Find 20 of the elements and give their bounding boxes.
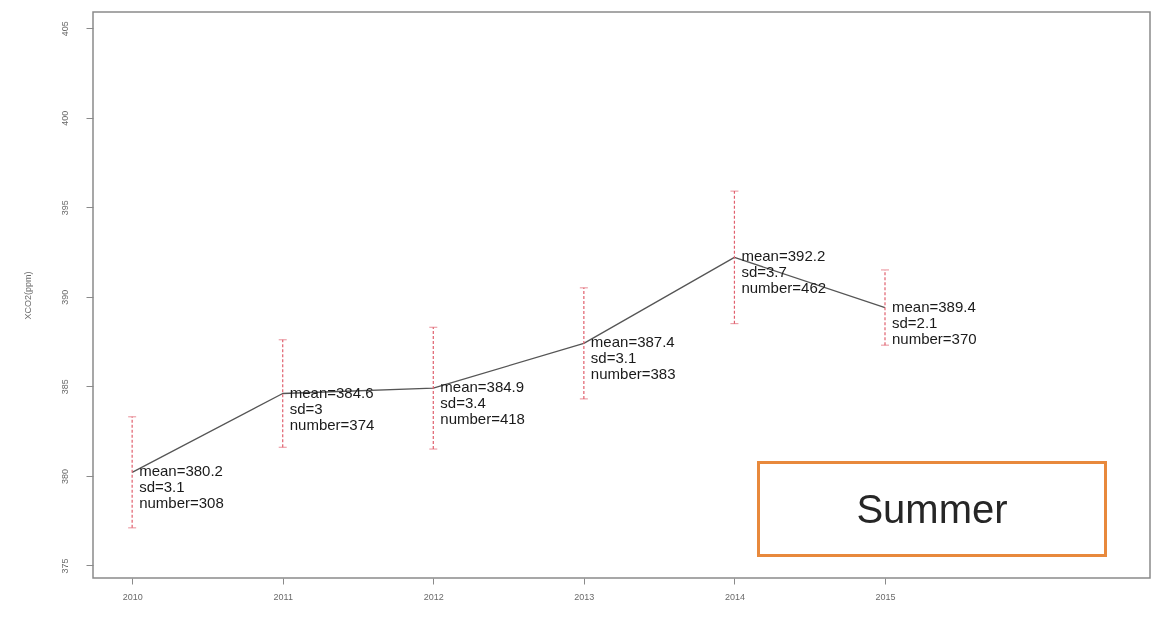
- y-tick-label: 390: [59, 289, 70, 305]
- x-tick-label: 2011: [273, 591, 293, 602]
- data-label: mean=380.2 sd=3.1 number=308: [139, 462, 224, 512]
- y-tick-label: 405: [59, 21, 70, 37]
- x-tick-label: 2012: [423, 591, 444, 602]
- data-label: mean=392.2 sd=3.7 number=462: [741, 247, 827, 297]
- data-label: mean=384.9 sd=3.4 number=418: [440, 378, 525, 428]
- x-tick-label: 2013: [574, 591, 595, 602]
- y-axis-title: XCO2(ppm): [22, 271, 33, 320]
- y-tick-label: 395: [59, 200, 70, 216]
- y-tick-label: 400: [59, 110, 70, 126]
- annotation: Summer: [856, 486, 1008, 532]
- x-tick-label: 2010: [122, 591, 143, 602]
- y-tick-label: 385: [59, 379, 70, 395]
- data-label: mean=387.4 sd=3.1 number=383: [590, 333, 676, 383]
- x-tick-label: 2015: [875, 591, 896, 602]
- x-tick-label: 2014: [724, 591, 745, 602]
- y-tick-label: 375: [59, 558, 70, 574]
- y-tick-label: 380: [59, 468, 70, 484]
- data-label: mean=389.4 sd=2.1 number=370: [892, 297, 977, 347]
